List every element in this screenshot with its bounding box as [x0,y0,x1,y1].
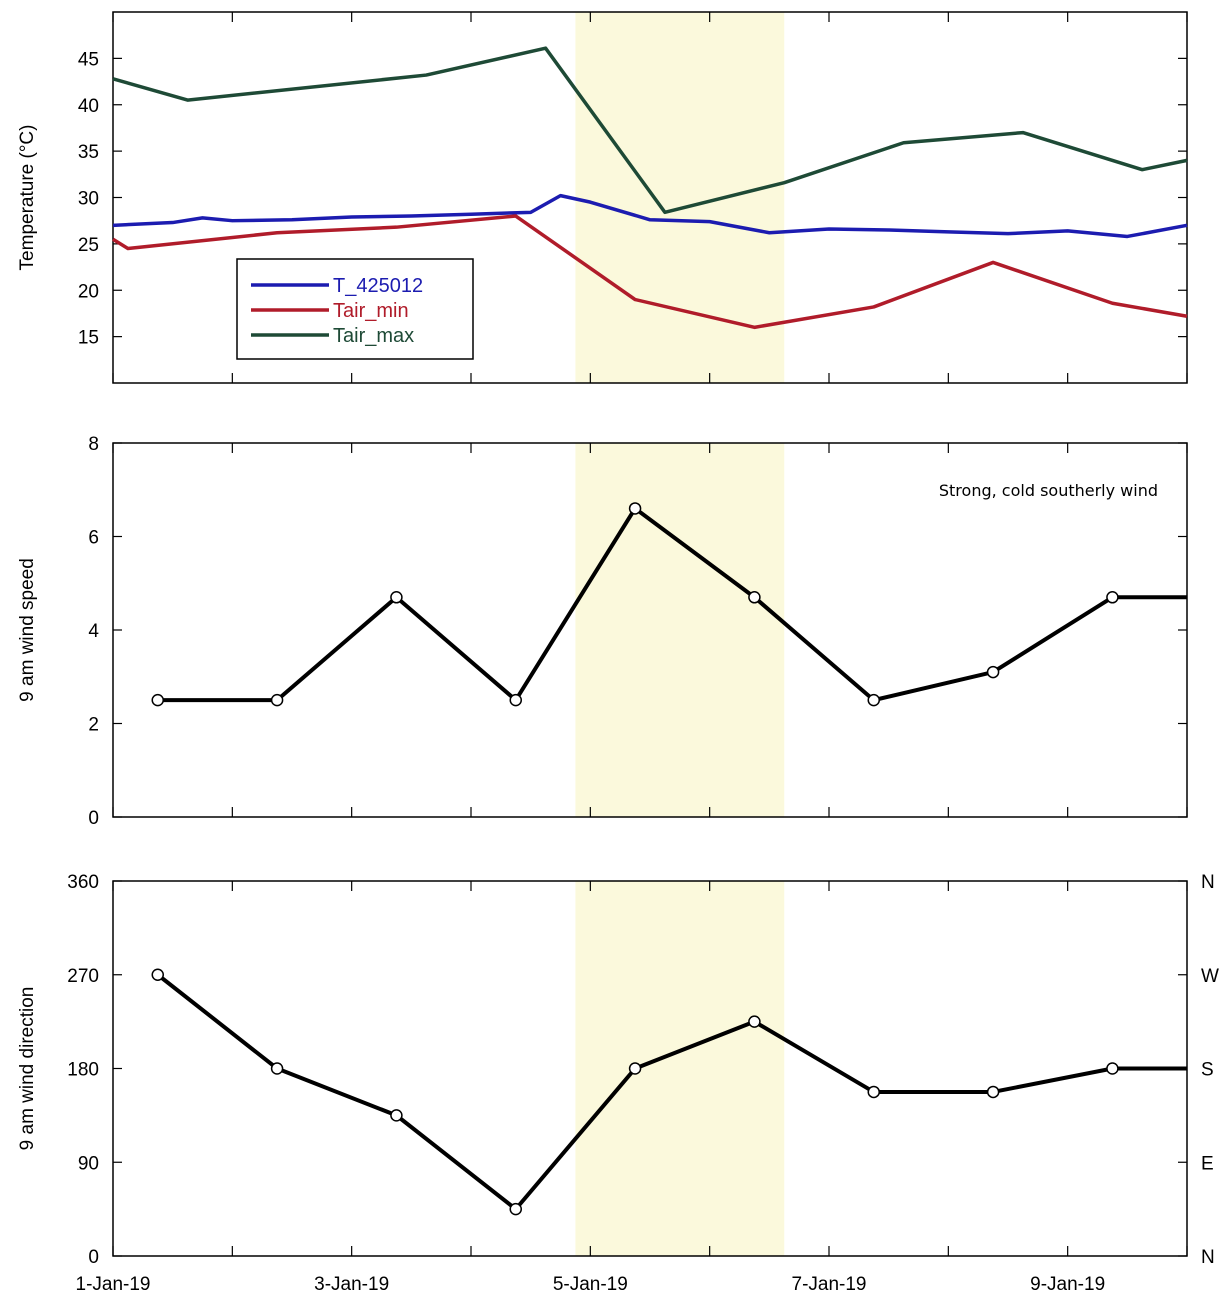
data-point [986,665,1000,679]
y-axis-title: 9 am wind speed [17,558,38,702]
y-tick-label: 6 [88,528,99,549]
cold-change-highlight-band [575,443,785,817]
cold-change-highlight-band [575,881,785,1256]
data-point [270,693,284,707]
y-tick-label: 270 [67,966,99,987]
data-point [867,1085,880,1099]
y-tick-label: 2 [88,715,99,736]
y-tick-label: 35 [78,142,99,163]
legend-entry: Tair_min [333,300,409,322]
legend-entry: Tair_max [333,325,414,347]
data-point [151,693,164,707]
data-point [151,968,164,981]
series-line [112,46,1188,215]
compass-direction-label: N [1201,1247,1215,1268]
y-tick-label: 8 [88,434,99,455]
compass-direction-label: E [1201,1153,1214,1174]
data-point [509,693,522,707]
data-point [867,693,880,707]
y-tick-label: 90 [78,1153,99,1174]
data-point [390,591,403,604]
x-tick-label: 1-Jan-19 [76,1274,151,1295]
data-point [748,1015,761,1028]
wind-direction-panel: 0 90 180 270 360 9 am wind direction N E S W N 1-Ja… [17,872,1219,1295]
y-tick-label: 360 [67,872,99,893]
data-point [390,1109,403,1122]
data-point [986,1085,1000,1099]
y-tick-label: 25 [78,235,99,256]
cold-change-highlight-band [575,12,785,383]
y-tick-label: 0 [88,808,99,829]
series-line [112,193,1188,239]
y-tick-label: 0 [88,1247,99,1268]
compass-direction-label: W [1201,966,1219,987]
x-tick-label: 5-Jan-19 [553,1274,628,1295]
y-axis-title: 9 am wind direction [17,987,38,1151]
wind-annotation: Strong, cold southerly wind [939,481,1158,500]
wind-speed-panel: 0 2 4 6 8 9 am wind speed Strong, cold souther… [17,434,1188,829]
data-point [628,502,642,515]
y-axis-title: Temperature (°C) [17,125,38,271]
data-point [1106,591,1119,604]
data-point [628,1062,642,1075]
series-line [157,506,1187,703]
series-line [156,973,1187,1212]
y-tick-label: 15 [78,328,99,349]
legend-entry: T_425012 [333,275,423,297]
y-tick-label: 20 [78,281,99,302]
y-tick-label: 45 [78,49,99,70]
data-point [509,1202,522,1216]
compass-direction-label: S [1201,1060,1214,1081]
x-tick-label: 7-Jan-19 [792,1274,867,1295]
temperature-panel: 15 20 25 30 35 40 45 Temperature (°C) T_425012 Ta… [17,11,1188,384]
compass-direction-label: N [1201,872,1215,893]
x-tick-label: 9-Jan-19 [1030,1274,1105,1295]
y-tick-label: 180 [67,1060,99,1081]
data-point [270,1062,284,1075]
y-tick-label: 4 [88,621,99,642]
y-tick-label: 40 [78,96,99,117]
data-point [1106,1062,1119,1075]
x-tick-label: 3-Jan-19 [314,1274,389,1295]
y-tick-label: 30 [78,189,99,210]
data-point [748,591,761,604]
series-line [112,214,1188,330]
